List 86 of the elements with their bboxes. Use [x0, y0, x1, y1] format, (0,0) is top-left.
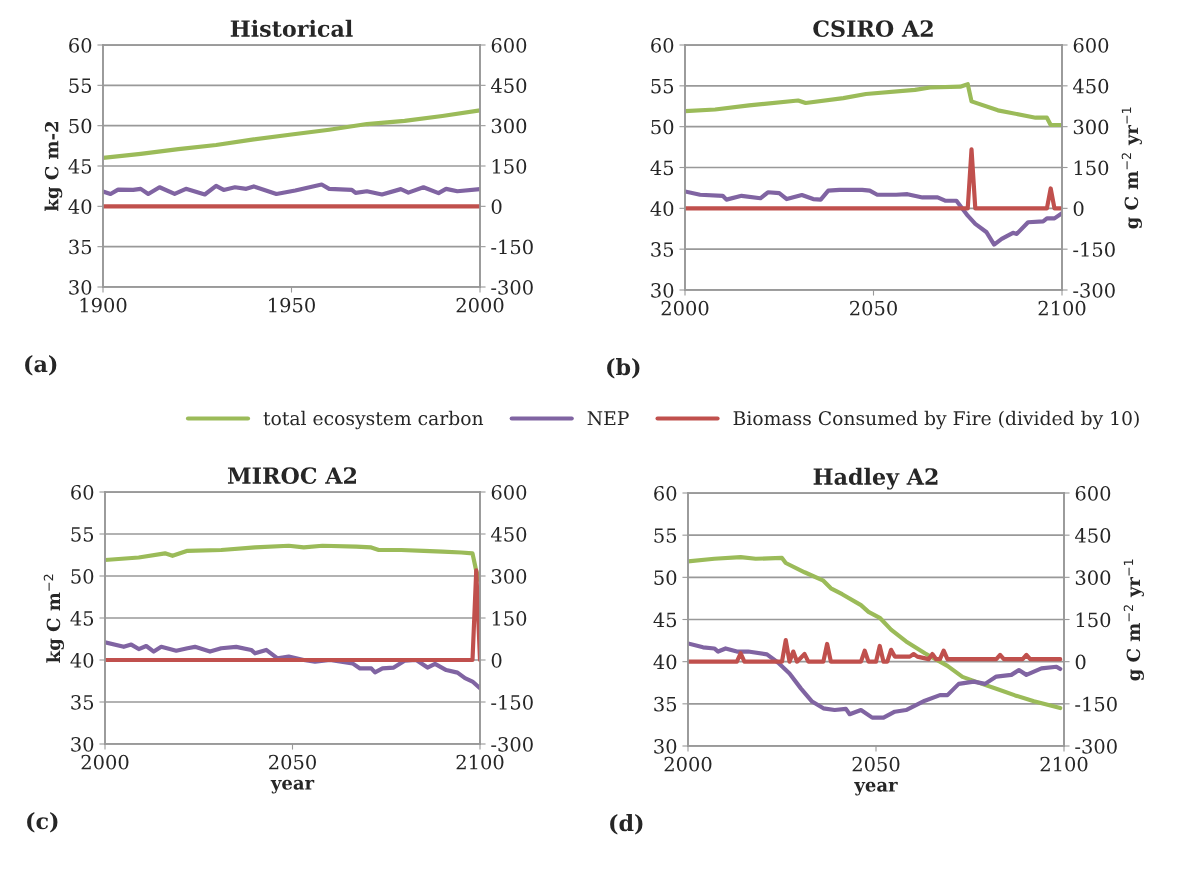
y-tick-label: 40 [70, 652, 94, 668]
y-tick-label: 50 [651, 119, 674, 135]
y-axis-title: kg C m$^{−2}$ [43, 574, 65, 663]
y2-tick-label: 300 [491, 568, 527, 584]
y-tick-label: 30 [69, 279, 92, 295]
legend-label: Biomass Consumed by Fire (divided by 10) [733, 410, 1139, 430]
x-tick-label: 2000 [456, 297, 504, 313]
legend-label: NEP [587, 411, 629, 426]
x-tick-label: 2000 [661, 300, 709, 316]
y-tick-label: 55 [651, 79, 674, 94]
y-tick-label: 55 [71, 527, 94, 542]
y-tick-label: 35 [654, 696, 677, 712]
x-tick-label: 1900 [80, 297, 127, 313]
y2-tick-label: 300 [1075, 570, 1111, 585]
y-tick-label: 30 [651, 282, 674, 298]
legend-label: total ecosystem carbon [263, 410, 484, 430]
x-axis-title: year [270, 779, 315, 794]
y2-tick-label: -150 [491, 239, 533, 255]
x-tick-label: 2050 [852, 756, 900, 772]
y-tick-label: 55 [654, 528, 677, 543]
y2-tick-label: 600 [491, 37, 527, 53]
y2-tick-label: 150 [1074, 160, 1109, 176]
text: (b) [607, 358, 640, 379]
y-tick-label: 50 [69, 118, 92, 134]
y2-tick-label: 600 [491, 484, 527, 500]
x-tick-label: 2050 [850, 300, 897, 316]
y2-tick-label: -300 [1075, 738, 1117, 754]
y-tick-label: 50 [654, 570, 677, 585]
chart-title: MIROC A2 [227, 467, 356, 484]
y-tick-label: 30 [654, 738, 677, 754]
x-tick-label: 2100 [1038, 300, 1086, 316]
y-tick-label: 45 [650, 160, 674, 176]
y2-tick-label: 150 [1076, 612, 1111, 628]
y2-tick-label: -300 [491, 279, 533, 295]
text: (c) [27, 812, 58, 833]
y2-tick-label: -150 [1075, 696, 1117, 712]
x-tick-label: 2100 [1040, 756, 1088, 772]
y2-tick-label: 450 [491, 526, 527, 542]
y2-tick-label: 450 [1073, 78, 1109, 94]
x-tick-label: 2000 [664, 756, 712, 772]
y2-tick-label: 0 [1073, 201, 1084, 216]
x-tick-label: 1950 [269, 297, 315, 313]
x-tick-label: 2000 [81, 754, 129, 770]
y-tick-label: 45 [68, 158, 92, 174]
y2-tick-label: 300 [491, 118, 527, 134]
y-tick-label: 60 [71, 484, 94, 500]
y2-tick-label: 0 [491, 652, 502, 668]
y-axis-title: kg C m-2 [44, 122, 63, 211]
y-tick-label: 60 [654, 485, 677, 501]
y2-tick-label: -300 [491, 736, 533, 752]
y2-tick-label: 450 [491, 78, 527, 93]
y-tick-label: 35 [69, 239, 92, 255]
y2-tick-label: 600 [1075, 485, 1111, 501]
y2-axis-title: g C m$^{−2}$ yr$^{−1}$ [1123, 559, 1144, 681]
chart-title: Hadley A2 [813, 467, 938, 490]
y2-tick-label: 600 [1073, 37, 1109, 53]
y2-tick-label: 0 [1075, 654, 1086, 670]
y-tick-label: 40 [650, 201, 674, 216]
y2-tick-label: 300 [1073, 119, 1109, 135]
line-series [103, 182, 480, 197]
y-tick-label: 30 [71, 736, 94, 752]
x-axis-title: year [854, 781, 898, 796]
chart-title: Historical [230, 19, 353, 37]
y2-tick-label: 150 [492, 610, 527, 626]
y-tick-label: 40 [68, 199, 92, 214]
y2-tick-label: -150 [1073, 242, 1115, 257]
y2-tick-label: 450 [1075, 528, 1111, 543]
y2-tick-label: -150 [491, 694, 533, 710]
x-tick-label: 2050 [269, 754, 316, 770]
y-tick-label: 60 [69, 37, 92, 53]
y-tick-label: 35 [71, 694, 94, 710]
y-tick-label: 55 [69, 78, 92, 93]
y2-tick-label: -300 [1073, 282, 1115, 298]
y2-tick-label: 0 [491, 199, 502, 214]
y2-axis-title: g C m$^{−2}$ yr$^{−1}$ [1121, 107, 1142, 229]
y2-tick-label: 150 [492, 158, 527, 174]
chart-title: CSIRO A2 [813, 20, 933, 37]
y-tick-label: 45 [653, 612, 677, 628]
x-tick-label: 2100 [456, 754, 504, 770]
y-tick-label: 35 [651, 242, 674, 257]
y-tick-label: 60 [651, 37, 674, 53]
y-tick-label: 50 [71, 568, 94, 584]
y-tick-label: 40 [653, 654, 677, 670]
text: (d) [610, 814, 643, 835]
y-tick-label: 45 [70, 610, 94, 626]
text: (a) [25, 355, 57, 376]
